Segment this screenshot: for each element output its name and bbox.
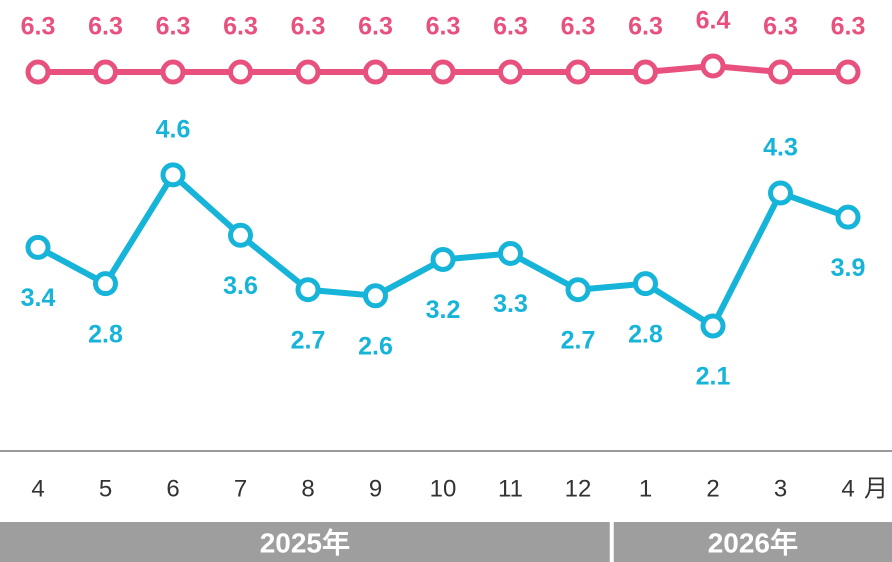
data-label: 3.3 [493, 290, 528, 318]
point [160, 59, 186, 85]
x-tick-label: 2 [706, 475, 719, 502]
point [498, 240, 523, 266]
x-tick-label: 8 [301, 475, 314, 502]
point [25, 59, 51, 85]
data-label: 6.3 [493, 13, 528, 41]
point [768, 59, 793, 85]
year-band [613, 522, 892, 562]
point [835, 204, 861, 230]
x-tick-label: 4 [31, 475, 44, 502]
data-label: 6.3 [358, 13, 393, 41]
point [430, 246, 456, 272]
data-label: 2.8 [88, 320, 123, 348]
data-label: 2.7 [291, 326, 326, 354]
data-label: 6.3 [628, 13, 663, 41]
data-label: 4.3 [763, 134, 798, 162]
data-label: 2.7 [561, 326, 596, 354]
data-label: 6.3 [21, 13, 56, 41]
data-label: 3.4 [21, 284, 56, 312]
x-tick-label: 5 [99, 475, 112, 502]
point [633, 59, 658, 85]
point [160, 162, 186, 188]
data-label: 6.3 [223, 13, 258, 41]
point [295, 59, 321, 85]
data-label: 6.3 [291, 13, 326, 41]
x-tick-label: 6 [166, 475, 179, 502]
x-tick-label: 11 [498, 475, 523, 502]
point [228, 59, 253, 85]
point [25, 234, 51, 260]
point [295, 277, 321, 303]
point [768, 180, 793, 206]
point [633, 271, 658, 297]
point [835, 59, 861, 85]
data-label: 3.9 [831, 254, 866, 282]
point [565, 277, 591, 303]
data-label: 6.4 [696, 7, 731, 35]
point [565, 59, 591, 85]
data-label: 6.3 [88, 13, 123, 41]
point [700, 53, 726, 79]
data-label: 3.6 [223, 272, 258, 300]
point [363, 283, 388, 309]
year-label: 2025年 [260, 526, 350, 558]
data-label: 6.3 [426, 13, 461, 41]
point [498, 59, 523, 85]
x-tick-label: 4 [841, 475, 854, 502]
data-label: 6.3 [763, 13, 798, 41]
x-tick-label: 1 [639, 475, 652, 502]
point [228, 222, 253, 248]
point [363, 59, 388, 85]
data-label: 2.6 [358, 332, 393, 360]
x-tick-label: 3 [774, 475, 787, 502]
data-label: 4.6 [156, 115, 191, 143]
data-label: 3.2 [426, 296, 461, 324]
data-label: 2.8 [628, 320, 663, 348]
point [430, 59, 456, 85]
data-label: 6.3 [831, 13, 866, 41]
data-label: 6.3 [156, 13, 191, 41]
x-tick-label: 10 [430, 475, 457, 502]
point [93, 271, 118, 297]
data-label: 6.3 [561, 13, 596, 41]
x-unit: 月 [864, 475, 888, 502]
year-label: 2026年 [708, 526, 798, 558]
x-tick-label: 7 [234, 475, 247, 502]
point [700, 313, 726, 339]
point [93, 59, 118, 85]
year-band [0, 522, 610, 562]
x-tick-label: 12 [565, 475, 592, 502]
data-label: 2.1 [696, 363, 731, 391]
x-tick-label: 9 [369, 475, 382, 502]
